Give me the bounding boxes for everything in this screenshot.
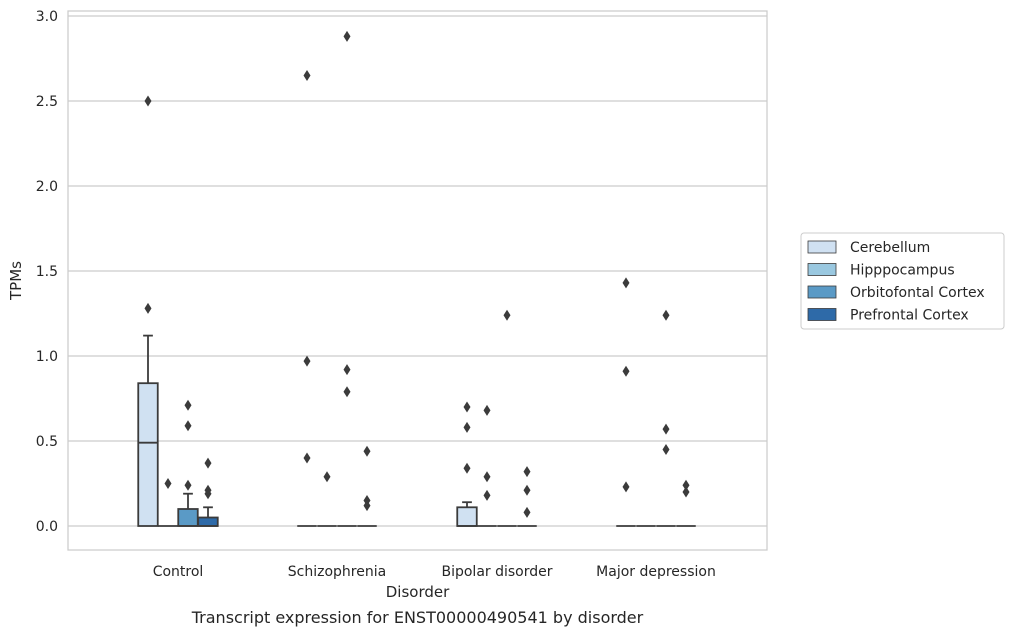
outlier-point — [523, 484, 531, 496]
outlier-point — [204, 488, 212, 500]
outlier-point — [622, 365, 630, 377]
legend-swatch — [807, 285, 837, 299]
x-axis-ticks: Control Schizophrenia Bipolar disorder Majo… — [153, 564, 716, 580]
outlier-point — [682, 479, 690, 491]
box-body — [197, 516, 219, 527]
outlier-point — [184, 479, 192, 491]
legend: Cerebellum Hipppocampus Orbitofontal Corte… — [800, 232, 1005, 330]
box-0-3 — [616, 277, 636, 527]
outlier-point — [483, 404, 491, 416]
outlier-point — [483, 489, 491, 501]
outlier-point — [662, 423, 670, 435]
x-tick-label: Bipolar disorder — [441, 564, 552, 580]
box-3-3 — [676, 479, 696, 527]
legend-swatch — [807, 263, 837, 276]
outlier-point — [303, 70, 311, 81]
outlier-point — [622, 277, 630, 289]
box-0-1 — [297, 70, 317, 527]
outlier-point — [662, 309, 670, 321]
box-plot-area — [137, 30, 696, 527]
y-axis-ticks: 0.0 0.5 1.0 1.5 2.0 2.5 3.0 — [36, 9, 58, 535]
outlier-point — [523, 506, 531, 518]
x-tick-label: Major depression — [596, 564, 716, 580]
outlier-point — [184, 399, 192, 411]
x-axis-label: Disorder — [386, 583, 450, 601]
y-tick-label: 2.0 — [36, 179, 58, 195]
y-axis-label: TPMs — [7, 261, 25, 301]
outlier-point — [204, 457, 212, 469]
box-3-1 — [357, 445, 377, 527]
x-tick-label: Schizophrenia — [288, 564, 386, 580]
outlier-point — [523, 466, 531, 478]
box-2-1 — [337, 30, 357, 527]
outlier-point — [323, 471, 331, 483]
outlier-point — [164, 478, 172, 489]
y-tick-label: 1.0 — [36, 349, 58, 365]
outlier-point — [463, 421, 471, 433]
box-2-2 — [497, 309, 517, 527]
y-tick-label: 0.5 — [36, 434, 58, 450]
outlier-point — [184, 420, 192, 432]
outlier-point — [144, 302, 152, 314]
legend-label: Orbitofontal Cortex — [850, 285, 985, 301]
box-1-1 — [317, 471, 337, 527]
box-1-2 — [477, 404, 497, 527]
box-1-0 — [158, 478, 178, 527]
y-tick-label: 2.5 — [36, 94, 58, 110]
box-body — [177, 508, 199, 527]
gridlines — [68, 15, 767, 527]
outlier-point — [622, 481, 630, 493]
legend-swatch — [807, 308, 837, 321]
chart-caption: Transcript expression for ENST0000049054… — [191, 608, 644, 627]
box-body — [456, 506, 478, 527]
outlier-point — [463, 462, 471, 474]
outlier-point — [343, 386, 351, 398]
box-2-0 — [177, 399, 199, 527]
box-3-2 — [517, 466, 537, 527]
outlier-point — [662, 444, 670, 455]
legend-label: Prefrontal Cortex — [850, 308, 969, 324]
outlier-point — [503, 309, 511, 321]
outlier-point — [363, 500, 371, 512]
outlier-point — [463, 401, 471, 413]
outlier-point — [303, 452, 311, 464]
outlier-point — [363, 445, 371, 457]
y-tick-label: 0.0 — [36, 519, 58, 535]
outlier-point — [303, 355, 311, 367]
box-0-2 — [456, 401, 478, 527]
outlier-point — [144, 95, 152, 107]
box-0-0 — [137, 95, 159, 527]
outlier-point — [483, 471, 491, 483]
x-tick-label: Control — [153, 564, 204, 580]
plot-frame — [67, 10, 768, 551]
legend-swatch — [807, 240, 837, 254]
box-body — [137, 382, 159, 527]
y-tick-label: 3.0 — [36, 9, 58, 25]
box-3-0 — [197, 457, 219, 527]
y-tick-label: 1.5 — [36, 264, 58, 280]
legend-label: Cerebellum — [850, 240, 930, 256]
legend-frame — [800, 232, 1005, 330]
outlier-point — [343, 30, 351, 42]
outlier-point — [682, 486, 690, 498]
outlier-point — [343, 364, 351, 376]
legend-label: Hipppocampus — [850, 263, 955, 279]
box-2-3 — [656, 309, 676, 527]
